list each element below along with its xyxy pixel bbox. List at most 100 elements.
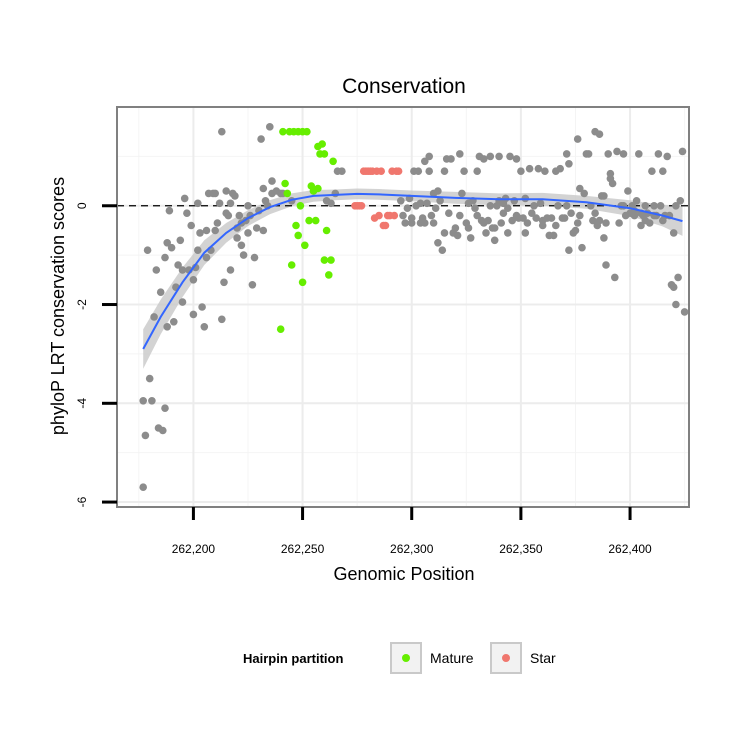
point-other xyxy=(235,211,244,220)
point-other xyxy=(259,226,268,235)
point-other xyxy=(528,209,536,217)
point-other xyxy=(445,209,453,217)
point-other xyxy=(678,147,687,156)
point-mature xyxy=(294,231,303,240)
point-other xyxy=(480,155,488,163)
point-other xyxy=(189,310,198,319)
point-other xyxy=(159,426,167,435)
point-other xyxy=(490,224,499,232)
point-other xyxy=(165,206,174,215)
point-other xyxy=(669,283,678,292)
point-other xyxy=(547,214,556,222)
point-mature xyxy=(318,140,327,148)
point-other xyxy=(425,152,434,161)
point-other xyxy=(252,224,261,232)
point-mature xyxy=(283,189,292,198)
point-other xyxy=(440,167,449,175)
point-other xyxy=(327,199,335,208)
point-other xyxy=(482,229,490,237)
point-mature xyxy=(325,271,333,279)
point-other xyxy=(150,313,158,321)
point-other xyxy=(571,226,580,235)
point-other xyxy=(650,202,658,210)
point-other xyxy=(549,231,558,240)
point-other xyxy=(517,167,525,175)
point-other xyxy=(194,199,202,208)
x-tick-label: 262,400 xyxy=(608,542,652,556)
x-tick-label: 262,250 xyxy=(281,542,325,556)
point-other xyxy=(674,273,682,282)
point-other xyxy=(615,219,623,227)
point-other xyxy=(565,160,573,168)
point-other xyxy=(163,239,171,247)
point-other xyxy=(556,164,564,173)
point-other xyxy=(619,150,628,158)
point-other xyxy=(602,261,610,269)
point-mature xyxy=(301,241,309,250)
point-star xyxy=(375,211,383,220)
y-axis: -6 -4 -2 0 xyxy=(75,202,117,507)
grid-layer xyxy=(117,107,689,507)
point-other xyxy=(641,202,650,210)
point-other xyxy=(174,261,182,269)
point-other xyxy=(497,219,506,227)
point-other xyxy=(403,204,412,212)
point-other xyxy=(237,241,246,250)
point-other xyxy=(194,246,202,254)
point-other xyxy=(495,197,503,205)
point-other xyxy=(573,135,582,143)
point-other xyxy=(519,214,527,222)
point-star xyxy=(377,167,386,175)
point-other xyxy=(530,202,538,210)
point-star xyxy=(394,167,403,175)
point-mature xyxy=(279,127,287,136)
point-other xyxy=(211,226,219,235)
point-other xyxy=(595,130,604,138)
point-mature xyxy=(314,184,322,193)
point-other xyxy=(436,197,444,205)
point-other xyxy=(538,216,547,225)
point-other xyxy=(656,202,665,210)
point-other xyxy=(231,192,239,200)
point-other xyxy=(600,192,608,200)
point-other xyxy=(576,211,584,220)
point-other xyxy=(178,266,187,274)
point-other xyxy=(257,135,265,143)
point-other xyxy=(554,202,562,210)
point-other xyxy=(397,197,405,205)
point-mature xyxy=(322,226,331,235)
point-other xyxy=(499,209,508,217)
point-mature xyxy=(281,179,289,188)
point-other xyxy=(196,229,204,237)
point-other xyxy=(486,152,495,161)
point-other xyxy=(222,187,230,195)
point-other xyxy=(233,234,241,242)
legend-swatch-star xyxy=(502,654,510,662)
point-other xyxy=(152,266,161,274)
point-other xyxy=(198,303,206,311)
point-other xyxy=(508,216,516,225)
point-other xyxy=(215,199,224,208)
point-other xyxy=(560,214,569,222)
point-other xyxy=(425,167,434,175)
point-other xyxy=(576,184,584,193)
point-other xyxy=(562,202,571,210)
point-mature xyxy=(296,202,305,210)
point-star xyxy=(381,221,390,230)
point-other xyxy=(471,204,479,212)
point-other xyxy=(552,221,560,230)
point-other xyxy=(268,177,276,185)
point-other xyxy=(578,243,586,252)
point-other xyxy=(434,187,442,195)
point-other xyxy=(170,318,178,326)
point-other xyxy=(399,211,407,220)
point-other xyxy=(504,229,512,237)
point-other xyxy=(672,300,680,309)
point-other xyxy=(200,323,209,331)
point-other xyxy=(669,229,678,237)
point-other xyxy=(244,202,252,210)
point-other xyxy=(438,246,447,254)
point-other xyxy=(143,246,152,254)
point-other xyxy=(456,150,464,158)
point-other xyxy=(161,253,169,262)
